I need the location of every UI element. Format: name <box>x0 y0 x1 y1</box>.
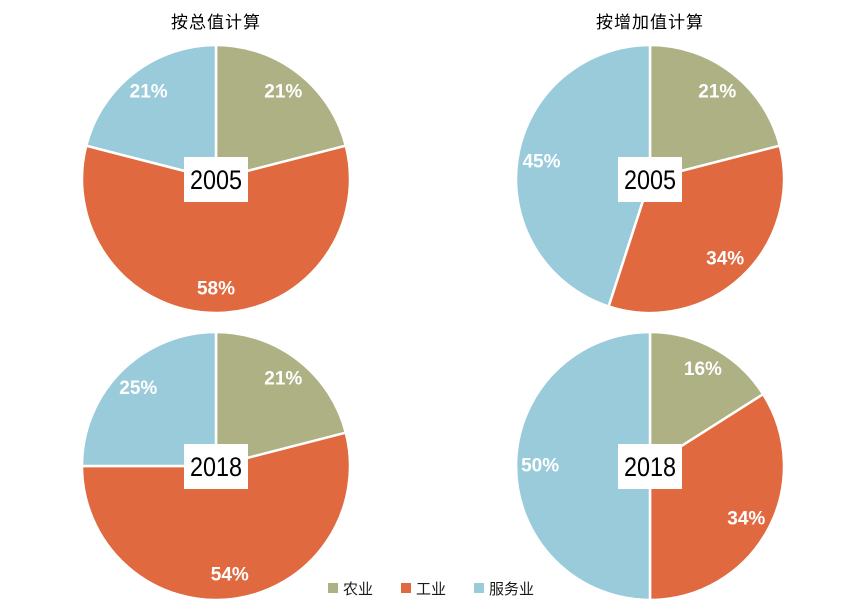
center-year-box-total-2005 <box>184 157 248 202</box>
legend-item-agriculture: 农业 <box>327 578 373 599</box>
slice-percent-label-total-2005-0: 21% <box>264 82 302 103</box>
industry-swatch-icon <box>400 583 411 593</box>
column-title-by-total-value: 按总值计算 <box>171 13 261 32</box>
center-year-label-added-2018: 2018 <box>624 452 676 482</box>
pie-slice-total-2018-0 <box>214 330 348 468</box>
pie-chart-added-2018: 16% 34% 50% 2018 <box>514 330 786 602</box>
pie-slice-added-2005-0 <box>648 43 782 181</box>
pie-slice-total-2018-1 <box>80 431 352 602</box>
pie-slice-total-2005-0 <box>214 43 348 181</box>
center-year-label-added-2005: 2005 <box>624 165 676 195</box>
center-year-label-total-2005: 2005 <box>190 165 242 195</box>
center-year-box-added-2018 <box>618 444 682 489</box>
slice-percent-label-total-2005-2: 21% <box>130 82 168 103</box>
legend-label-industry: 工业 <box>415 580 446 598</box>
pie-slice-added-2018-0 <box>648 330 765 468</box>
pie-chart-total-2005: 21% 58% 21% 2005 <box>80 43 352 315</box>
center-year-box-added-2005 <box>618 157 682 202</box>
pie-slice-added-2018-1 <box>648 392 786 602</box>
services-swatch-icon <box>474 583 484 593</box>
pie-slice-added-2005-2 <box>514 43 652 308</box>
slice-percent-label-added-2005-2: 45% <box>522 151 560 172</box>
legend: 农业 工业 服务业 <box>0 577 862 599</box>
slice-percent-label-added-2005-0: 21% <box>698 82 736 103</box>
legend-label-agriculture: 农业 <box>342 580 373 598</box>
slice-percent-label-added-2018-2: 50% <box>521 456 559 477</box>
slice-percent-label-total-2005-1: 58% <box>197 278 235 299</box>
pie-slice-total-2005-1 <box>80 144 352 315</box>
pie-chart-added-2005: 21% 34% 45% 2005 <box>514 43 786 315</box>
agriculture-swatch-icon <box>327 583 338 593</box>
slice-percent-label-total-2018-0: 21% <box>264 369 302 390</box>
slice-percent-label-total-2018-2: 25% <box>119 378 157 399</box>
legend-label-services: 服务业 <box>489 580 535 598</box>
slice-percent-label-added-2018-1: 34% <box>727 508 765 529</box>
pie-slice-total-2018-2 <box>80 330 218 468</box>
legend-item-services: 服务业 <box>474 578 534 599</box>
pie-chart-total-2018: 21% 54% 25% 2018 <box>80 330 352 602</box>
slice-percent-label-added-2005-1: 34% <box>706 249 744 270</box>
pie-slice-total-2005-2 <box>84 43 218 181</box>
center-year-label-total-2018: 2018 <box>190 452 242 482</box>
pie-slice-added-2018-2 <box>514 330 652 602</box>
legend-item-industry: 工业 <box>400 578 446 599</box>
slice-percent-label-added-2018-0: 16% <box>684 359 722 380</box>
center-year-box-total-2018 <box>184 444 248 489</box>
slice-percent-label-total-2018-1: 54% <box>211 565 249 586</box>
column-title-by-value-added: 按增加值计算 <box>596 13 704 32</box>
